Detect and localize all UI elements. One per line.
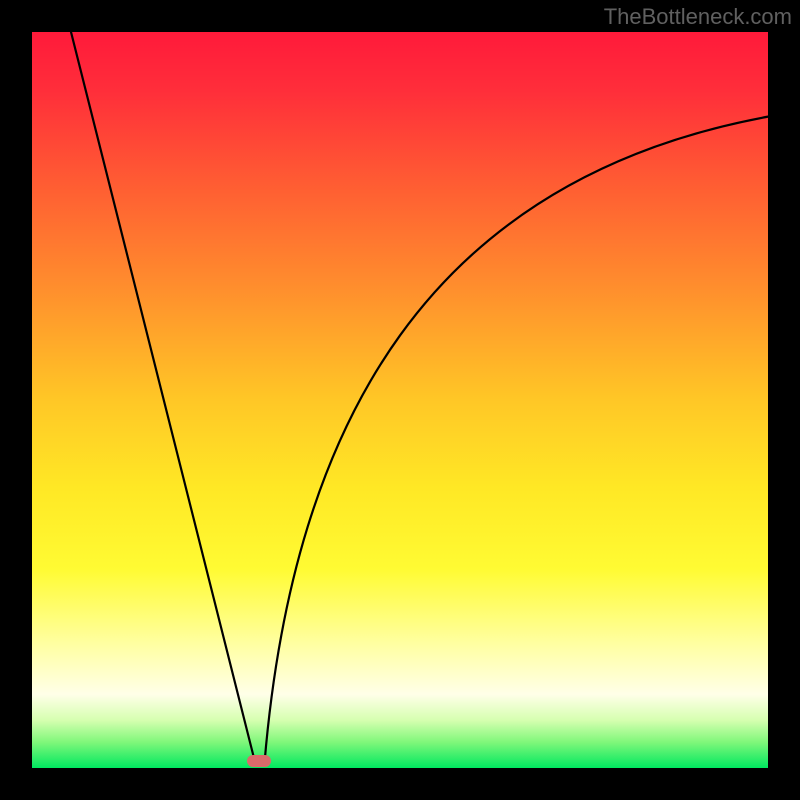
bottleneck-curve-left xyxy=(71,32,255,762)
chart-stage: TheBottleneck.com xyxy=(0,0,800,800)
bottleneck-curve-right xyxy=(265,117,768,762)
plot-area xyxy=(32,32,768,768)
curve-layer xyxy=(32,32,768,768)
watermark-text: TheBottleneck.com xyxy=(604,4,792,30)
optimal-point-marker xyxy=(247,755,271,767)
